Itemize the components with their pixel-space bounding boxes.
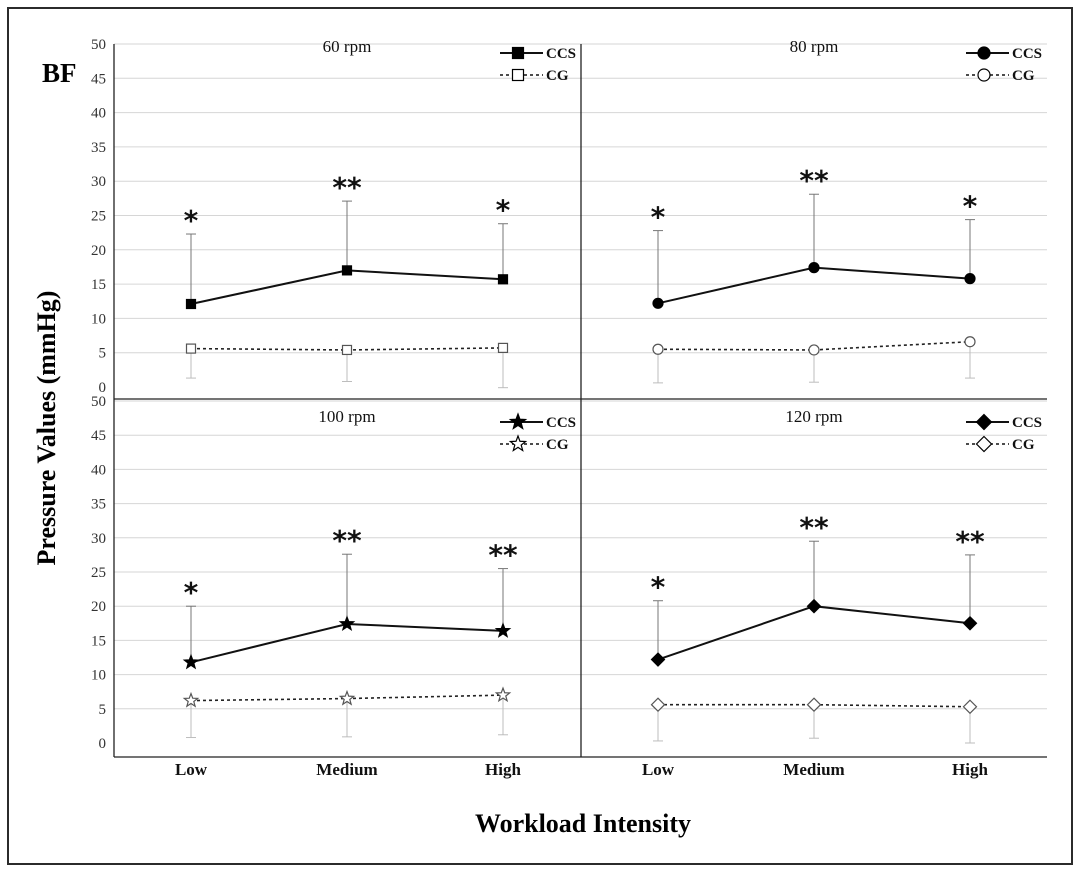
y-tick-label-p1-35: 35	[91, 140, 106, 156]
y-tick-label-p1-5: 5	[99, 346, 107, 362]
marker-cg-p3-1	[338, 689, 356, 706]
y-tick-label-p1-10: 10	[91, 311, 106, 327]
marker-ccs-p4-1	[806, 598, 822, 614]
marker-ccs-p4-2	[962, 615, 978, 631]
x-axis-title: Workload Intensity	[475, 809, 691, 838]
marker-cg-p1-0	[185, 343, 197, 354]
significance-label-p2-0: *	[651, 201, 666, 234]
marker-ccs-p3-1	[338, 615, 356, 632]
y-tick-label-p3-20: 20	[91, 599, 106, 615]
series-line-ccs-p4	[657, 605, 971, 661]
marker-cg-p4-1	[806, 697, 822, 713]
y-axis-title: Pressure Values (mmHg)	[32, 291, 61, 566]
legend-label-cg-p1: CG	[546, 68, 569, 84]
y-tick-label-p3-0: 0	[99, 736, 107, 752]
legend-label-ccs-p1: CCS	[546, 46, 576, 62]
y-tick-label-p1-40: 40	[91, 106, 106, 122]
significance-label-p4-2: **	[955, 525, 985, 558]
significance-label-p2-1: **	[799, 164, 829, 197]
y-tick-label-p1-15: 15	[91, 277, 106, 293]
marker-cg-p2-1	[808, 344, 820, 356]
y-tick-label-p3-15: 15	[91, 633, 106, 649]
legend-marker-ccs-p3	[508, 412, 528, 430]
significance-label-p2-2: *	[963, 190, 978, 223]
y-tick-label-p1-50: 50	[91, 37, 106, 53]
significance-label-p3-2: **	[488, 539, 518, 572]
y-tick-label-p3-5: 5	[99, 702, 107, 718]
marker-cg-p1-2	[497, 342, 509, 353]
marker-ccs-p2-2	[964, 273, 976, 285]
marker-ccs-p4-0	[650, 652, 666, 667]
panel-tag-label: BF	[42, 58, 77, 88]
legend-label-ccs-p2: CCS	[1012, 46, 1042, 62]
legend-marker-cg-p2	[977, 68, 991, 82]
legend-label-cg-p3: CG	[546, 437, 569, 453]
marker-ccs-p2-1	[808, 262, 820, 274]
marker-cg-p2-2	[964, 336, 976, 348]
y-tick-label-p1-0: 0	[99, 380, 107, 396]
y-tick-label-p3-45: 45	[91, 428, 106, 444]
significance-label-p3-0: *	[184, 576, 199, 609]
legend-label-ccs-p4: CCS	[1012, 415, 1042, 431]
legend-label-ccs-p3: CCS	[546, 415, 576, 431]
marker-ccs-p3-0	[182, 653, 200, 670]
legend-marker-cg-p3	[508, 434, 528, 452]
legend-label-cg-p2: CG	[1012, 68, 1035, 84]
panel-title-p1: 60 rpm	[323, 37, 372, 56]
y-tick-label-p1-30: 30	[91, 174, 106, 190]
legend-marker-cg-p1	[511, 68, 525, 82]
marker-cg-p2-0	[652, 343, 664, 355]
panel-title-p2: 80 rpm	[790, 37, 839, 56]
significance-label-p1-1: **	[332, 171, 362, 204]
panel-title-p4: 120 rpm	[785, 407, 842, 426]
marker-cg-p3-0	[182, 691, 200, 708]
y-tick-label-p3-50: 50	[91, 394, 106, 410]
x-category-label-p3-0: Low	[175, 760, 208, 779]
figure-frame	[7, 7, 1073, 865]
y-tick-label-p3-40: 40	[91, 462, 106, 478]
legend-marker-ccs-p2	[977, 46, 991, 60]
legend-marker-ccs-p1	[511, 46, 525, 60]
y-tick-label-p1-25: 25	[91, 209, 106, 225]
panel-title-p3: 100 rpm	[318, 407, 375, 426]
legend-marker-ccs-p4	[975, 413, 993, 431]
significance-label-p4-1: **	[799, 511, 829, 544]
marker-cg-p1-1	[341, 344, 353, 356]
y-tick-label-p3-25: 25	[91, 565, 106, 581]
significance-label-p3-1: **	[332, 524, 362, 557]
legend-marker-cg-p4	[975, 435, 993, 453]
x-category-label-p3-2: High	[485, 760, 521, 779]
y-tick-label-p1-45: 45	[91, 71, 106, 87]
marker-cg-p3-2	[494, 686, 512, 703]
series-line-ccs-p3	[190, 622, 504, 664]
y-tick-label-p3-35: 35	[91, 497, 106, 513]
legend-label-cg-p4: CG	[1012, 437, 1035, 453]
y-tick-label-p1-20: 20	[91, 243, 106, 259]
marker-ccs-p1-1	[341, 265, 353, 276]
significance-label-p1-0: *	[184, 204, 199, 237]
marker-ccs-p2-0	[652, 297, 664, 309]
x-category-label-p4-1: Medium	[783, 760, 844, 779]
marker-cg-p4-2	[962, 699, 978, 715]
significance-label-p4-0: *	[651, 571, 666, 604]
y-tick-label-p3-30: 30	[91, 531, 106, 547]
marker-cg-p4-0	[650, 697, 666, 713]
marker-ccs-p1-0	[185, 298, 197, 310]
significance-label-p1-2: *	[496, 194, 511, 227]
marker-ccs-p3-2	[494, 622, 512, 638]
x-category-label-p4-2: High	[952, 760, 988, 779]
marker-ccs-p1-2	[497, 274, 509, 285]
x-category-label-p3-1: Medium	[316, 760, 377, 779]
y-tick-label-p3-10: 10	[91, 668, 106, 684]
x-category-label-p4-0: Low	[642, 760, 675, 779]
